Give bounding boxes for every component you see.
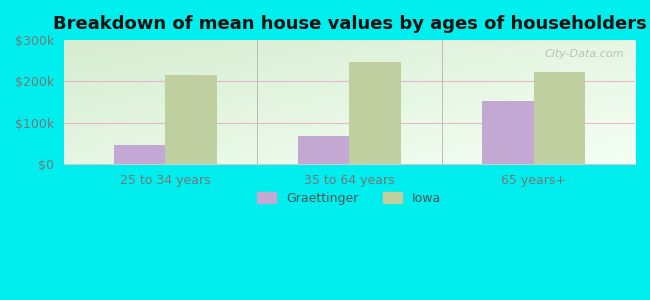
Bar [165, 75, 216, 164]
Bar [350, 61, 401, 164]
Text: City-Data.com: City-Data.com [544, 49, 623, 59]
Legend: Graettinger, Iowa: Graettinger, Iowa [252, 187, 447, 210]
Bar [298, 136, 350, 164]
Bar [114, 145, 165, 164]
Title: Breakdown of mean house values by ages of householders: Breakdown of mean house values by ages o… [53, 15, 646, 33]
Bar [534, 72, 585, 164]
Bar [482, 101, 534, 164]
